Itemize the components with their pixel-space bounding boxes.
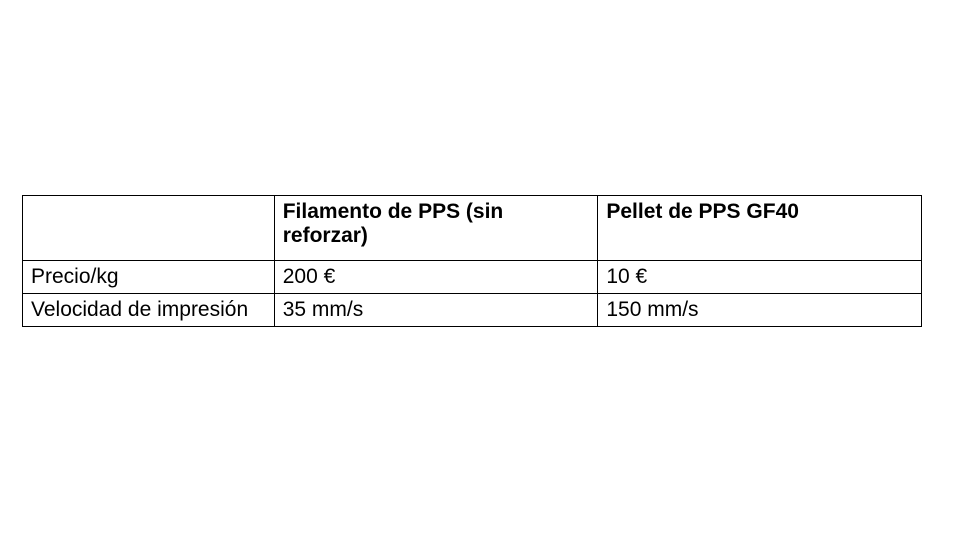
table-row: Precio/kg 200 € 10 €: [23, 261, 922, 294]
table-header-row: Filamento de PPS (sin reforzar) Pellet d…: [23, 196, 922, 261]
header-cell-empty: [23, 196, 275, 261]
cell-pellet-price: 10 €: [598, 261, 922, 294]
table-row: Velocidad de impresión 35 mm/s 150 mm/s: [23, 294, 922, 327]
comparison-table: Filamento de PPS (sin reforzar) Pellet d…: [22, 195, 922, 327]
row-label-price: Precio/kg: [23, 261, 275, 294]
cell-pellet-speed: 150 mm/s: [598, 294, 922, 327]
cell-filament-price: 200 €: [274, 261, 598, 294]
cell-filament-speed: 35 mm/s: [274, 294, 598, 327]
row-label-speed: Velocidad de impresión: [23, 294, 275, 327]
header-cell-pellet: Pellet de PPS GF40: [598, 196, 922, 261]
header-cell-filament: Filamento de PPS (sin reforzar): [274, 196, 598, 261]
comparison-table-container: Filamento de PPS (sin reforzar) Pellet d…: [22, 195, 922, 327]
